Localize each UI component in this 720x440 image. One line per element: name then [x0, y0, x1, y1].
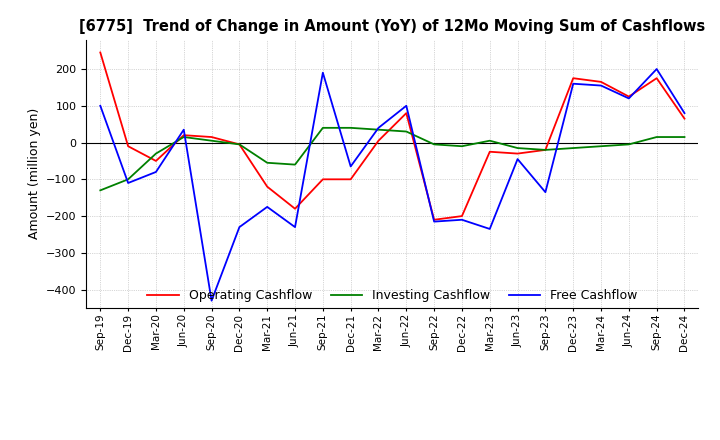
Title: [6775]  Trend of Change in Amount (YoY) of 12Mo Moving Sum of Cashflows: [6775] Trend of Change in Amount (YoY) o…: [79, 19, 706, 34]
Investing Cashflow: [624, 142, 633, 147]
Operating Cashflow: [263, 184, 271, 189]
Investing Cashflow: [402, 129, 410, 134]
Investing Cashflow: [207, 138, 216, 143]
Free Cashflow: [207, 298, 216, 303]
Operating Cashflow: [374, 138, 383, 143]
Operating Cashflow: [235, 142, 243, 147]
Investing Cashflow: [124, 177, 132, 182]
Investing Cashflow: [513, 146, 522, 151]
Operating Cashflow: [318, 177, 327, 182]
Free Cashflow: [597, 83, 606, 88]
Investing Cashflow: [318, 125, 327, 131]
Free Cashflow: [152, 169, 161, 175]
Free Cashflow: [402, 103, 410, 108]
Investing Cashflow: [680, 134, 689, 139]
Investing Cashflow: [485, 138, 494, 143]
Operating Cashflow: [402, 110, 410, 116]
Operating Cashflow: [597, 79, 606, 84]
Operating Cashflow: [652, 76, 661, 81]
Operating Cashflow: [458, 213, 467, 219]
Line: Operating Cashflow: Operating Cashflow: [100, 52, 685, 220]
Free Cashflow: [458, 217, 467, 222]
Investing Cashflow: [291, 162, 300, 167]
Operating Cashflow: [513, 151, 522, 156]
Free Cashflow: [263, 204, 271, 209]
Investing Cashflow: [541, 147, 550, 153]
Investing Cashflow: [96, 188, 104, 193]
Operating Cashflow: [541, 147, 550, 153]
Operating Cashflow: [152, 158, 161, 164]
Free Cashflow: [291, 224, 300, 230]
Free Cashflow: [652, 66, 661, 72]
Free Cashflow: [485, 226, 494, 231]
Free Cashflow: [513, 157, 522, 162]
Free Cashflow: [624, 96, 633, 101]
Investing Cashflow: [179, 134, 188, 139]
Operating Cashflow: [291, 206, 300, 211]
Free Cashflow: [569, 81, 577, 86]
Operating Cashflow: [485, 149, 494, 154]
Y-axis label: Amount (million yen): Amount (million yen): [27, 108, 40, 239]
Investing Cashflow: [569, 146, 577, 151]
Free Cashflow: [374, 125, 383, 131]
Operating Cashflow: [179, 132, 188, 138]
Free Cashflow: [96, 103, 104, 108]
Operating Cashflow: [207, 134, 216, 139]
Line: Free Cashflow: Free Cashflow: [100, 69, 685, 301]
Operating Cashflow: [96, 50, 104, 55]
Investing Cashflow: [430, 142, 438, 147]
Investing Cashflow: [235, 142, 243, 147]
Free Cashflow: [680, 110, 689, 116]
Free Cashflow: [346, 164, 355, 169]
Free Cashflow: [430, 219, 438, 224]
Investing Cashflow: [263, 160, 271, 165]
Free Cashflow: [235, 224, 243, 230]
Operating Cashflow: [346, 177, 355, 182]
Operating Cashflow: [430, 217, 438, 222]
Operating Cashflow: [680, 116, 689, 121]
Investing Cashflow: [652, 134, 661, 139]
Investing Cashflow: [346, 125, 355, 131]
Line: Investing Cashflow: Investing Cashflow: [100, 128, 685, 191]
Legend: Operating Cashflow, Investing Cashflow, Free Cashflow: Operating Cashflow, Investing Cashflow, …: [143, 284, 642, 307]
Operating Cashflow: [624, 94, 633, 99]
Operating Cashflow: [124, 143, 132, 149]
Investing Cashflow: [374, 127, 383, 132]
Investing Cashflow: [597, 143, 606, 149]
Investing Cashflow: [152, 151, 161, 156]
Operating Cashflow: [569, 76, 577, 81]
Free Cashflow: [541, 190, 550, 195]
Free Cashflow: [179, 127, 188, 132]
Investing Cashflow: [458, 143, 467, 149]
Free Cashflow: [124, 180, 132, 186]
Free Cashflow: [318, 70, 327, 75]
